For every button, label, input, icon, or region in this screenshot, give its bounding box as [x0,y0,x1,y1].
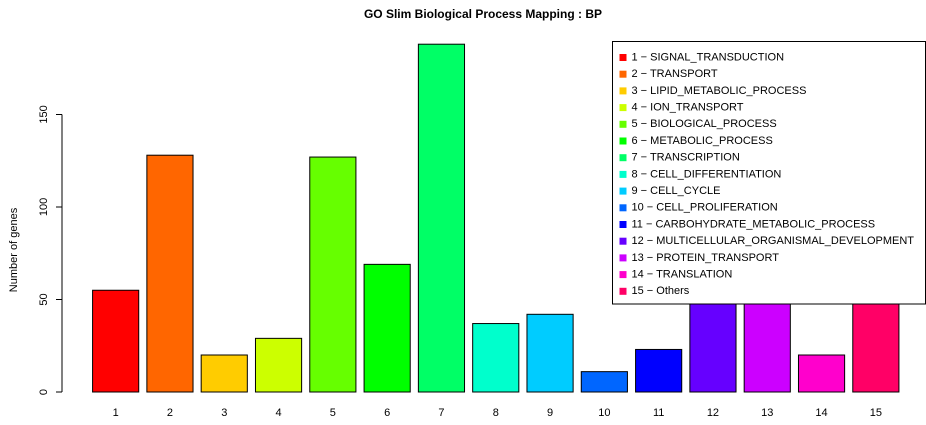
legend-label: 14 − TRANSLATION [632,269,733,281]
legend-swatch [619,120,627,128]
legend-label: 5 − BIOLOGICAL_PROCESS [632,118,777,130]
x-tick-label: 14 [815,407,827,419]
legend-swatch [619,237,627,245]
bar [363,263,411,393]
bar [417,43,466,393]
legend-label: 1 − SIGNAL_TRANSDUCTION [632,51,785,63]
legend-swatch [619,137,627,145]
y-tick-label: 150 [38,105,50,123]
legend-swatch [619,187,627,195]
x-tick-label: 1 [113,407,119,419]
legend-label: 15 − Others [632,285,690,297]
bar [526,313,574,393]
legend-swatch [619,204,627,212]
x-tick-label: 5 [330,407,336,419]
legend-swatch [619,221,627,228]
legend-label: 8 − CELL_DIFFERENTIATION [632,168,782,180]
x-tick-label: 15 [870,407,882,419]
legend-label: 9 − CELL_CYCLE [632,185,721,197]
legend-label: 4 − ION_TRANSPORT [632,102,744,114]
x-tick-label: 6 [384,407,390,419]
x-tick-label: 4 [275,407,281,419]
legend-box [612,41,926,305]
legend-swatch [619,254,627,262]
bar [254,337,303,393]
x-tick-label: 2 [167,407,173,419]
legend-swatch [619,170,627,178]
bar [689,299,737,393]
legend-label: 12 − MULTICELLULAR_ORGANISMAL_DEVELOPMEN… [632,235,915,247]
x-tick-label: 11 [653,407,664,419]
bar [200,354,248,393]
x-tick-label: 3 [221,407,227,419]
legend-label: 7 − TRANSCRIPTION [632,152,740,164]
legend-swatch [619,70,627,78]
legend-swatch [619,87,627,95]
x-tick-label: 9 [547,407,553,419]
legend-label: 6 − METABOLIC_PROCESS [632,135,773,147]
x-tick-label: 7 [438,407,444,419]
y-axis-label: Number of genes [8,207,20,292]
legend-label: 3 − LIPID_METABOLIC_PROCESS [632,85,807,97]
legend-label: 13 − PROTEIN_TRANSPORT [632,252,780,264]
legend-label: 11 − CARBOHYDRATE_METABOLIC_PROCESS [632,218,876,230]
legend-swatch [619,104,627,112]
x-tick-label: 12 [707,407,719,419]
bar [635,348,683,393]
bar [797,354,846,393]
x-tick-label: 8 [493,407,499,419]
bar [146,154,194,393]
x-tick-label: 10 [598,407,610,419]
y-tick-label: 0 [38,389,50,395]
bar [472,323,520,393]
legend-swatch [619,54,627,61]
x-tick-label: 13 [761,407,773,419]
y-tick-label: 50 [38,293,50,305]
y-tick-label: 100 [38,198,50,216]
legend-swatch [619,271,627,279]
bar [309,156,357,393]
legend-label: 10 − CELL_PROLIFERATION [632,202,778,214]
legend-swatch [619,287,627,295]
legend-label: 2 − TRANSPORT [632,68,718,80]
bar [743,289,791,393]
legend-swatch [619,154,627,162]
bar [92,289,140,393]
chart-title: GO Slim Biological Process Mapping : BP [364,7,602,21]
bar [580,371,628,393]
